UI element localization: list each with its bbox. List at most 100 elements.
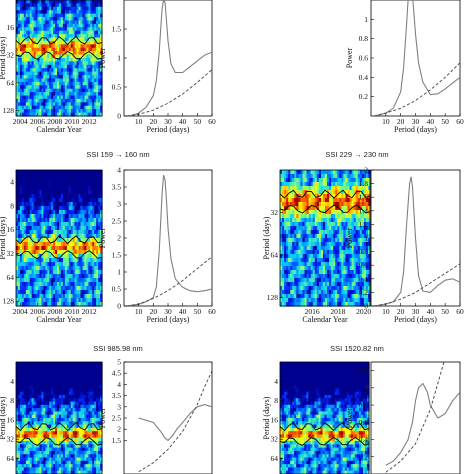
heatmap-cells [16,362,103,474]
x-tick-label: 40 [179,117,187,126]
y-tick-label: 3 [117,200,121,209]
heatmap-cells [280,362,370,474]
y-tick-label: 16 [7,23,15,32]
x-axis-label: Period (days) [394,315,437,324]
x-tick-label: 30 [164,117,172,126]
wavelet-spectrum-e: 4 8 16 32 64 Period (days) [0,361,103,474]
y-axis-label: Period (days) [262,216,271,259]
x-tick-label: 10 [382,307,390,316]
x-tick-label: 60 [456,117,464,126]
y-tick-label: 0.4 [359,435,369,444]
power-series-line [373,176,460,306]
plot-frame [123,361,213,474]
y-tick-label: 0.2 [359,452,369,461]
x-axis-label: Calendar Year [36,125,82,134]
significance-contour [15,421,103,432]
panel-title: SSI 229 → 230 nm [325,150,388,159]
global-power-a: 0 0.5 1 1.5 10 20 30 40 50 60 Period (days) Power [98,0,216,134]
x-tick-label: 2016 [305,307,320,316]
y-tick-label: 1 [364,234,368,243]
y-tick-label: 1.5 [112,436,122,445]
x-tick-label: 20 [150,117,158,126]
x-tick-label: 2006 [30,307,45,316]
significance-contour [15,50,103,60]
y-axis-label: Power [98,227,107,248]
x-axis-label: Calendar Year [36,315,82,324]
y-tick-label: 8 [274,396,278,405]
y-axis-label: Power [98,407,107,428]
x-tick-label: 50 [194,117,202,126]
y-tick-label: 0 [117,112,121,121]
y-tick-label: 0.2 [359,288,369,297]
y-tick-label: 0.8 [359,247,369,256]
y-tick-label: 1 [117,268,121,277]
x-tick-label: 2012 [82,307,97,316]
x-tick-label: 2008 [47,307,62,316]
y-tick-label: 1.2 [359,366,369,375]
x-tick-label: 30 [164,307,172,316]
y-tick-label: 1 [364,383,368,392]
x-tick-label: 50 [441,307,449,316]
y-tick-label: 4 [10,177,14,186]
plot-frame [370,0,461,117]
y-tick-label: 64 [7,78,15,87]
x-tick-label: 10 [382,117,390,126]
y-tick-label: 0.4 [359,73,369,82]
panel-title: SSI 1520.82 nm [330,344,384,353]
global-power-c: 0 0.5 1 1.5 2 2.5 3 3.5 4 10 20 30 40 50 60 Period (day… [98,166,216,325]
y-tick-label: 8 [10,201,14,210]
y-tick-label: 1.4 [359,206,369,215]
y-tick-label: 0.2 [359,92,369,101]
x-tick-label: 2012 [82,117,97,126]
significance-contour [279,204,371,214]
y-tick-label: 1.8 [359,179,369,188]
plot-frame [15,361,103,474]
y-tick-label: 64 [7,454,15,463]
plot-frame [370,361,461,474]
y-tick-label: 32 [271,208,279,217]
significance-contour [15,250,103,260]
x-tick-label: 2020 [356,307,371,316]
x-tick-label: 40 [179,307,187,316]
x-axis-label: Calendar Year [302,315,348,324]
y-tick-label: 32 [7,249,15,258]
y-tick-label: 64 [271,251,279,260]
y-tick-label: 32 [271,435,279,444]
power-series-line [385,382,460,466]
y-axis-label: Power [345,47,354,68]
y-axis-label: Power [345,227,354,248]
y-tick-label: 1.5 [112,251,122,260]
y-tick-label: 0.8 [359,401,369,410]
significance-contour [15,436,103,446]
significance-contour [279,421,370,432]
x-tick-label: 60 [208,117,216,126]
y-tick-label: 2.5 [112,217,122,226]
y-tick-label: 0.8 [359,34,369,43]
y-axis-label: Period (days) [0,36,7,79]
y-tick-label: 32 [7,51,15,60]
y-tick-label: 1.6 [359,193,369,202]
significance-contour [15,35,103,46]
x-tick-label: 10 [135,117,143,126]
x-tick-label: 20 [397,117,405,126]
x-axis-label: Period (days) [147,125,190,134]
y-tick-label: 128 [3,106,15,115]
heatmap-cells [16,0,103,117]
y-axis-label: Period (days) [0,216,7,259]
y-tick-label: 16 [271,415,279,424]
y-tick-label: 128 [267,293,279,302]
x-tick-label: 20 [150,307,158,316]
plot-frame [123,169,213,307]
y-tick-label: 1 [364,15,368,24]
y-axis-label: Period (days) [262,396,271,439]
x-tick-label: 2010 [64,117,79,126]
y-tick-label: 1.5 [112,25,122,34]
x-tick-label: 10 [135,307,143,316]
y-tick-label: 8 [10,396,14,405]
y-tick-label: 0.4 [359,274,369,283]
y-tick-label: 4 [10,377,14,386]
x-tick-label: 2004 [13,307,28,316]
y-tick-label: 0.6 [359,261,369,270]
x-tick-label: 20 [397,307,405,316]
